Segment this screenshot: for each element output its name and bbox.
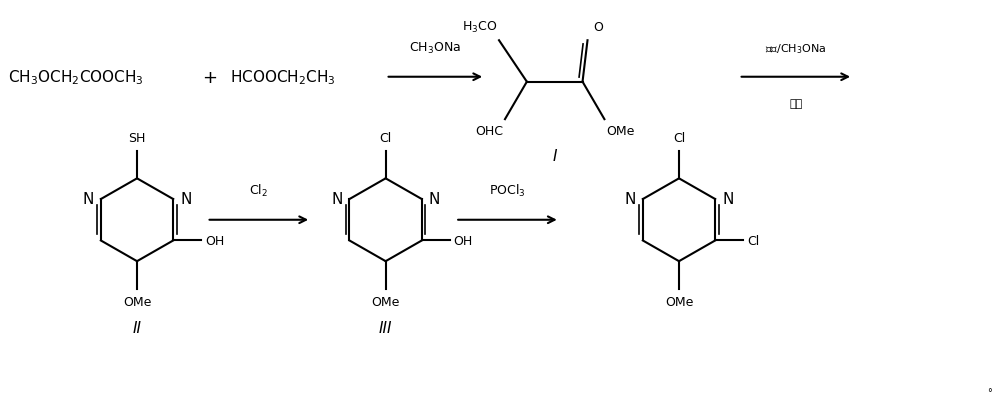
Text: 甲醇: 甲醇 (789, 99, 802, 109)
Text: OMe: OMe (123, 295, 151, 308)
Text: OH: OH (205, 234, 224, 247)
Text: OH: OH (454, 234, 473, 247)
Text: II: II (133, 321, 142, 335)
Text: O: O (593, 21, 603, 34)
Text: HCOOCH$_2$CH$_3$: HCOOCH$_2$CH$_3$ (230, 68, 335, 87)
Text: +: + (202, 68, 217, 87)
Text: Cl$_2$: Cl$_2$ (249, 183, 268, 198)
Text: N: N (624, 191, 636, 206)
Text: Cl: Cl (380, 132, 392, 145)
Text: OHC: OHC (475, 125, 503, 138)
Text: N: N (331, 191, 343, 206)
Text: °: ° (988, 387, 992, 397)
Text: N: N (83, 191, 94, 206)
Text: H$_3$CO: H$_3$CO (462, 20, 497, 35)
Text: 硫脲/CH$_3$ONa: 硫脲/CH$_3$ONa (765, 42, 827, 56)
Text: I: I (552, 148, 557, 163)
Text: N: N (722, 191, 734, 206)
Text: N: N (180, 191, 192, 206)
Text: POCl$_3$: POCl$_3$ (489, 183, 526, 198)
Text: OMe: OMe (371, 295, 400, 308)
Text: OMe: OMe (665, 295, 693, 308)
Text: CH$_3$OCH$_2$COOCH$_3$: CH$_3$OCH$_2$COOCH$_3$ (8, 68, 144, 87)
Text: SH: SH (128, 132, 146, 145)
Text: Cl: Cl (673, 132, 685, 145)
Text: CH$_3$ONa: CH$_3$ONa (409, 41, 461, 56)
Text: OMe: OMe (606, 125, 635, 138)
Text: III: III (379, 321, 392, 335)
Text: Cl: Cl (747, 234, 759, 247)
Text: N: N (429, 191, 440, 206)
